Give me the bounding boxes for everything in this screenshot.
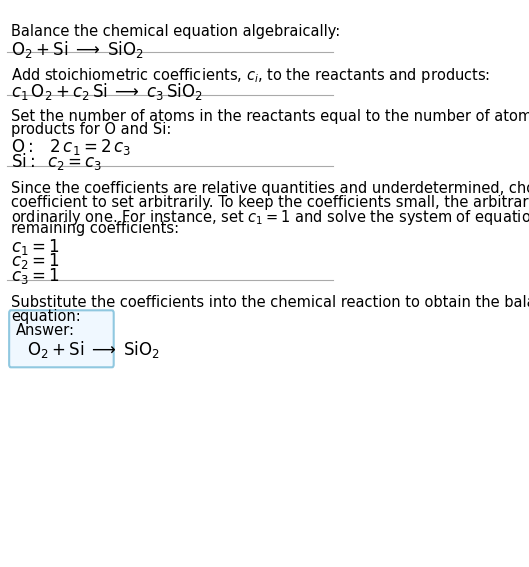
Text: Balance the chemical equation algebraically:: Balance the chemical equation algebraica…: [11, 24, 340, 39]
Text: coefficient to set arbitrarily. To keep the coefficients small, the arbitrary va: coefficient to set arbitrarily. To keep …: [11, 194, 529, 210]
Text: $\mathrm{O_2 + Si \;\longrightarrow\; SiO_2}$: $\mathrm{O_2 + Si \;\longrightarrow\; Si…: [11, 39, 143, 60]
Text: $c_2 = 1$: $c_2 = 1$: [11, 251, 59, 271]
Text: $c_1 = 1$: $c_1 = 1$: [11, 236, 59, 257]
Text: $c_3 = 1$: $c_3 = 1$: [11, 265, 59, 286]
Text: equation:: equation:: [11, 308, 80, 324]
Text: products for O and Si:: products for O and Si:: [11, 122, 171, 137]
Text: $\mathrm{O:}\;\;\; 2\,c_1 = 2\,c_3$: $\mathrm{O:}\;\;\; 2\,c_1 = 2\,c_3$: [11, 137, 131, 156]
Text: remaining coefficients:: remaining coefficients:: [11, 222, 179, 236]
Text: Substitute the coefficients into the chemical reaction to obtain the balanced: Substitute the coefficients into the che…: [11, 295, 529, 310]
Text: $\mathrm{Si:}\;\; c_2 = c_3$: $\mathrm{Si:}\;\; c_2 = c_3$: [11, 151, 102, 172]
Text: ordinarily one. For instance, set $c_1 = 1$ and solve the system of equations fo: ordinarily one. For instance, set $c_1 =…: [11, 208, 529, 227]
FancyBboxPatch shape: [9, 310, 114, 367]
Text: Since the coefficients are relative quantities and underdetermined, choose a: Since the coefficients are relative quan…: [11, 181, 529, 196]
Text: Set the number of atoms in the reactants equal to the number of atoms in the: Set the number of atoms in the reactants…: [11, 109, 529, 124]
Text: Add stoichiometric coefficients, $c_i$, to the reactants and products:: Add stoichiometric coefficients, $c_i$, …: [11, 66, 490, 84]
Text: $\mathrm{O_2 + Si \;\longrightarrow\; SiO_2}$: $\mathrm{O_2 + Si \;\longrightarrow\; Si…: [27, 340, 159, 361]
Text: $c_1\,\mathrm{O_2} + c_2\,\mathrm{Si} \;\longrightarrow\; c_3\,\mathrm{SiO_2}$: $c_1\,\mathrm{O_2} + c_2\,\mathrm{Si} \;…: [11, 81, 203, 102]
Text: Answer:: Answer:: [16, 323, 75, 337]
